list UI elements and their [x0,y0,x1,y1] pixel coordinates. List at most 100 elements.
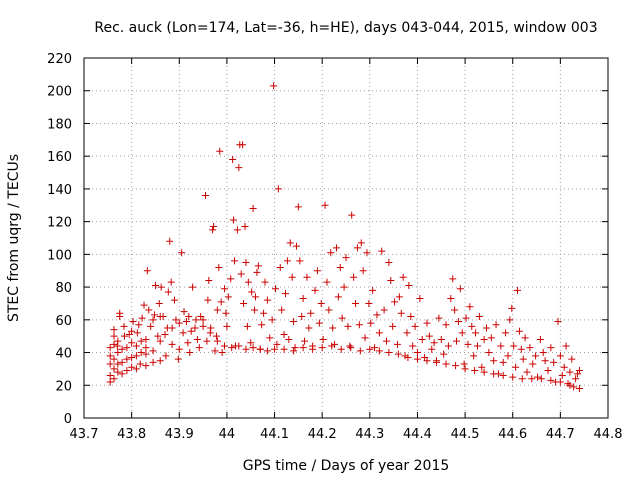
data-point [311,286,319,294]
data-point [323,278,331,286]
x-tick-label: 44.5 [451,427,480,442]
data-point [375,329,383,337]
data-point [123,367,131,375]
data-point [271,285,279,293]
plot-frame [83,57,609,419]
data-point [305,324,313,332]
data-point [167,278,175,286]
data-point [562,342,570,350]
data-point [114,368,122,376]
data-point [510,342,518,350]
data-point [142,344,150,352]
data-point [263,347,271,355]
data-point [508,304,516,312]
data-point [452,362,460,370]
data-point [216,147,224,155]
data-point [382,337,390,345]
data-point [411,322,419,330]
data-point [110,375,118,383]
x-tick-label: 43.7 [70,427,99,442]
data-point [521,334,529,342]
x-tick-label: 44 [219,427,236,442]
data-point [380,306,388,314]
data-point [263,296,271,304]
data-point [137,349,145,357]
data-point [440,350,448,358]
data-point [523,368,531,376]
data-point [138,314,146,322]
data-point [199,322,207,330]
data-point [502,329,510,337]
data-point [254,262,262,270]
data-point [149,316,157,324]
data-point [407,313,415,321]
data-point [423,319,431,327]
data-point [399,273,407,281]
data-point [249,344,257,352]
data-point [356,347,364,355]
data-point [428,345,436,353]
data-point [283,257,291,265]
data-point [168,324,176,332]
data-point [442,360,450,368]
data-point [271,345,279,353]
data-point [331,340,339,348]
data-point [473,342,481,350]
data-point [560,363,568,371]
data-point [418,335,426,343]
data-point [118,358,126,366]
data-point [106,352,114,360]
data-point [393,340,401,348]
data-point [460,360,468,368]
data-point [385,349,393,357]
data-point [537,375,545,383]
data-point [221,342,229,350]
data-point [332,244,340,252]
y-tick-label: 200 [47,85,72,100]
data-point [120,332,128,340]
x-tick-label: 43.9 [165,427,194,442]
data-point [222,309,230,317]
chart-title: Rec. auck (Lon=174, Lat=-36, h=HE), days… [94,20,597,36]
data-point [128,353,136,361]
data-point [118,345,126,353]
data-point [558,371,566,379]
data-point [348,211,356,219]
x-tick-label: 44.4 [403,427,432,442]
data-point [574,370,582,378]
data-point [151,311,159,319]
data-point [290,317,298,325]
grid-lines [84,58,608,418]
data-point [470,352,478,360]
data-point [533,373,541,381]
data-point [120,322,128,330]
data-point [228,344,236,352]
data-point [154,332,162,340]
data-point [556,352,564,360]
y-tick-label: 120 [47,216,72,231]
data-point [106,360,114,368]
data-point [547,376,555,384]
data-point [353,244,361,252]
data-point [247,339,255,347]
data-point [344,322,352,330]
data-point [352,299,360,307]
data-point [301,337,309,345]
data-point [251,293,259,301]
data-point [193,335,201,343]
data-point [213,337,221,345]
data-point [447,295,455,303]
data-point [317,299,325,307]
data-point [175,345,183,353]
y-tick-label: 80 [55,281,72,296]
data-point [258,321,266,329]
x-tick-label: 44.2 [308,427,337,442]
data-point [480,368,488,376]
data-point [564,380,572,388]
data-point [156,357,164,365]
data-point [315,319,323,327]
data-point [128,327,136,335]
data-point [299,295,307,303]
data-point [118,370,126,378]
